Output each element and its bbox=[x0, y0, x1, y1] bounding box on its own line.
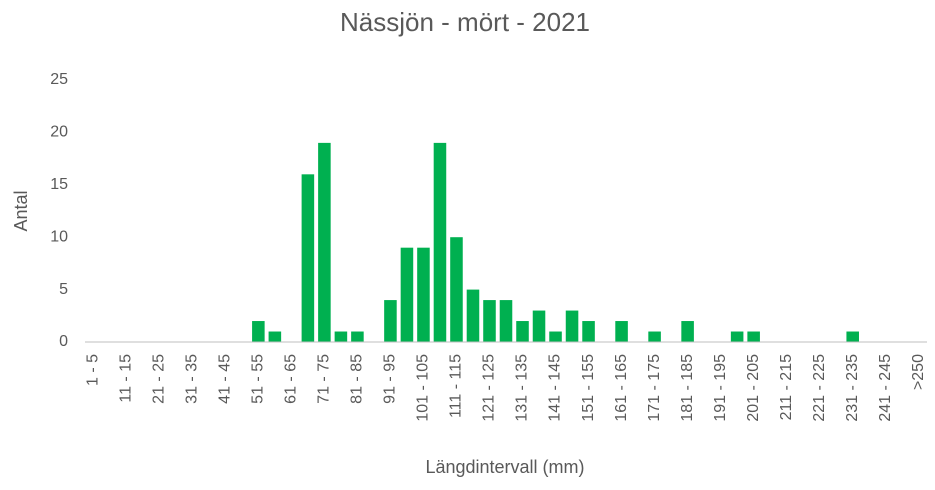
bar bbox=[483, 300, 496, 342]
bar bbox=[268, 331, 282, 342]
bar bbox=[648, 331, 661, 342]
bar bbox=[351, 331, 364, 342]
x-tick-label: 41 - 45 bbox=[217, 354, 234, 404]
bar bbox=[565, 310, 579, 342]
y-axis-title: Antal bbox=[11, 190, 31, 231]
x-tick-label: 31 - 35 bbox=[184, 354, 201, 404]
bar bbox=[549, 331, 562, 342]
x-tick-label: 231 - 235 bbox=[844, 354, 861, 422]
y-tick-label: 20 bbox=[50, 124, 68, 141]
x-tick-label: 91 - 95 bbox=[382, 354, 399, 404]
bar bbox=[301, 174, 315, 342]
y-tick-label: 0 bbox=[59, 333, 68, 350]
y-tick-label: 5 bbox=[59, 281, 68, 298]
bar bbox=[417, 247, 430, 342]
bar bbox=[846, 331, 859, 342]
x-tick-label: 81 - 85 bbox=[349, 354, 366, 404]
bar bbox=[730, 331, 744, 342]
x-tick-label: 201 - 205 bbox=[745, 354, 762, 422]
x-tick-label: 101 - 105 bbox=[415, 354, 432, 422]
x-tick-label: 221 - 225 bbox=[811, 354, 828, 422]
x-tick-label: 141 - 145 bbox=[547, 354, 564, 422]
x-tick-label: 181 - 185 bbox=[679, 354, 696, 422]
x-tick-label: 111 - 115 bbox=[448, 354, 465, 418]
x-tick-label: 61 - 65 bbox=[283, 354, 300, 404]
x-tick-label: 211 - 215 bbox=[778, 354, 795, 421]
bar bbox=[400, 247, 414, 342]
bar bbox=[450, 237, 463, 342]
x-tick-label: >250 bbox=[910, 354, 927, 390]
x-tick-label: 1 - 5 bbox=[84, 354, 101, 386]
bar bbox=[384, 300, 397, 342]
x-axis-title: Längdintervall (mm) bbox=[425, 457, 584, 477]
x-tick-label: 241 - 245 bbox=[877, 354, 894, 422]
bar bbox=[681, 321, 694, 342]
x-tick-label: 191 - 195 bbox=[712, 354, 729, 422]
y-tick-label: 25 bbox=[50, 71, 68, 88]
x-tick-label: 121 - 125 bbox=[481, 354, 498, 422]
bar bbox=[318, 142, 331, 342]
chart-title: Nässjön - mört - 2021 bbox=[340, 7, 590, 37]
bar bbox=[466, 289, 480, 342]
bar bbox=[532, 310, 546, 342]
x-tick-label: 131 - 135 bbox=[514, 354, 531, 422]
bar bbox=[334, 331, 348, 342]
bar bbox=[582, 321, 595, 342]
x-tick-label: 11 - 15 bbox=[117, 354, 134, 403]
bar bbox=[615, 321, 628, 342]
bar bbox=[252, 321, 265, 342]
x-tick-label: 71 - 75 bbox=[316, 354, 333, 404]
x-tick-label: 21 - 25 bbox=[151, 354, 168, 404]
x-tick-label: 171 - 175 bbox=[646, 354, 663, 422]
bar bbox=[499, 300, 513, 342]
bar bbox=[516, 321, 529, 342]
y-tick-label: 15 bbox=[50, 176, 68, 193]
y-tick-label: 10 bbox=[50, 228, 68, 245]
bar bbox=[433, 142, 447, 342]
x-tick-label: 51 - 55 bbox=[250, 354, 267, 404]
x-tick-label: 161 - 165 bbox=[613, 354, 630, 422]
bar bbox=[747, 331, 760, 342]
x-tick-label: 151 - 155 bbox=[580, 354, 597, 422]
